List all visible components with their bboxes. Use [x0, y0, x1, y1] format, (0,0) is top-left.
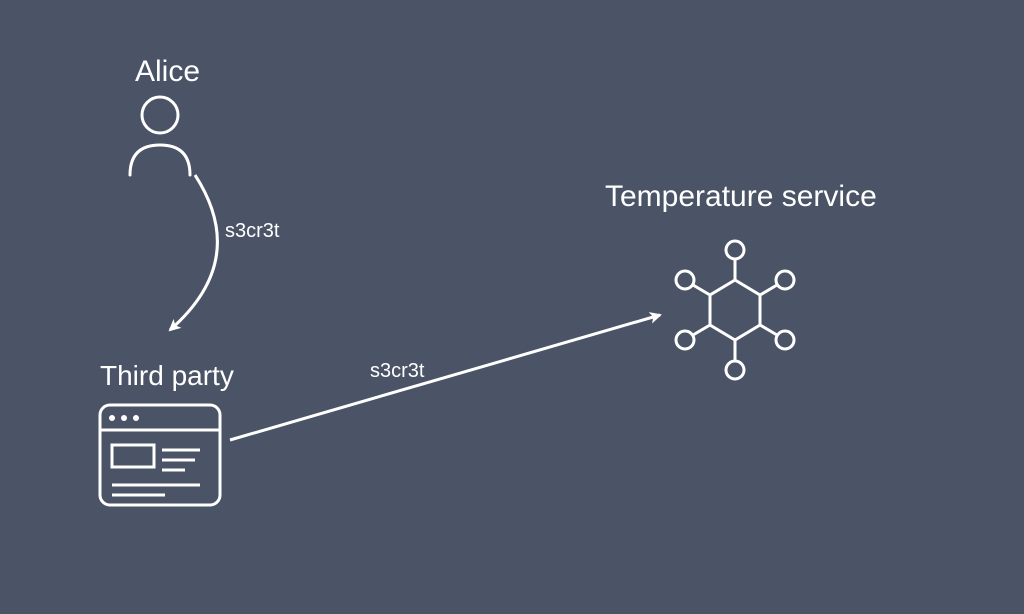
diagram-svg — [0, 0, 1024, 614]
person-icon — [130, 97, 190, 175]
third-party-label: Third party — [100, 360, 234, 392]
browser-icon — [100, 405, 220, 505]
edge-alice-thirdparty — [170, 175, 217, 330]
edge-label-2: s3cr3t — [370, 360, 424, 383]
network-hub-icon — [676, 241, 794, 379]
alice-label: Alice — [135, 55, 200, 89]
edge-label-1: s3cr3t — [225, 220, 279, 243]
diagram-canvas: Alice Third party Temperature service s3… — [0, 0, 1024, 614]
temperature-service-label: Temperature service — [605, 180, 877, 214]
edge-thirdparty-tempservice — [230, 315, 660, 440]
